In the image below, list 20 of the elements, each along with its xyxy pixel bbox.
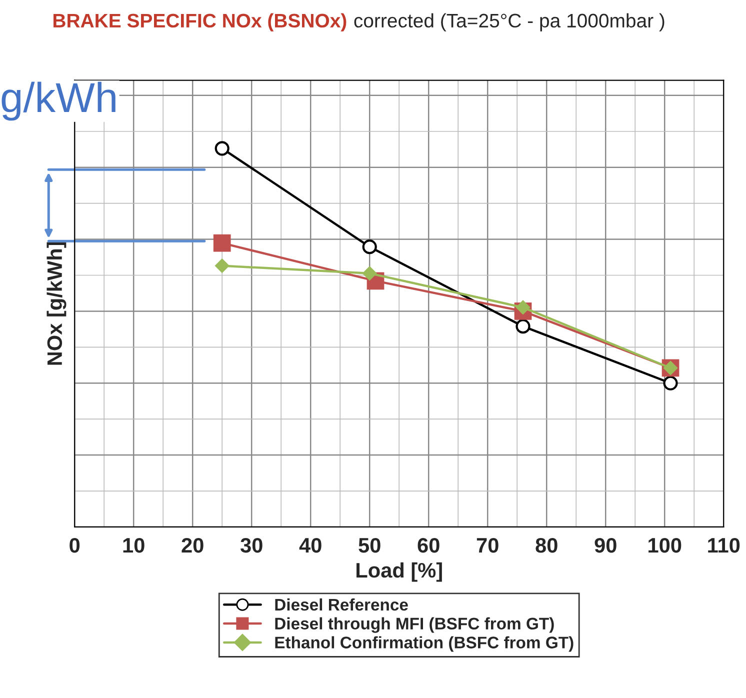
y-axis-title: NOx [g/kWh] — [46, 242, 66, 365]
x-tick-label: 0 — [70, 538, 80, 553]
x-tick-label: 30 — [240, 538, 262, 553]
x-tick-label: 100 — [648, 538, 682, 553]
x-tick-label: 20 — [182, 538, 204, 553]
text: g/kWh — [2, 82, 116, 121]
x-tick-label: 60 — [418, 538, 440, 553]
x-tick-label: 70 — [476, 538, 498, 553]
x-tick-label: 10 — [123, 538, 144, 553]
legend-label: Ethanol Confirmation (BSFC from GT) — [275, 636, 574, 652]
x-tick-label: 90 — [594, 538, 616, 553]
legend-label: Diesel Reference — [275, 598, 408, 611]
x-tick-label: 50 — [358, 538, 380, 553]
legend-label: Diesel through MFI (BSFC from GT) — [275, 617, 554, 633]
chart-title: BRAKE SPECIFIC NOx (BSNOx) — [54, 13, 346, 32]
x-axis-title: Load [%] — [356, 562, 442, 582]
chart-subtitle: corrected (Ta=25°C - pa 1000mbar ) — [354, 13, 664, 32]
x-tick-label: 110 — [708, 538, 740, 553]
x-tick-label: 80 — [536, 538, 558, 553]
x-tick-label: 40 — [299, 538, 322, 553]
